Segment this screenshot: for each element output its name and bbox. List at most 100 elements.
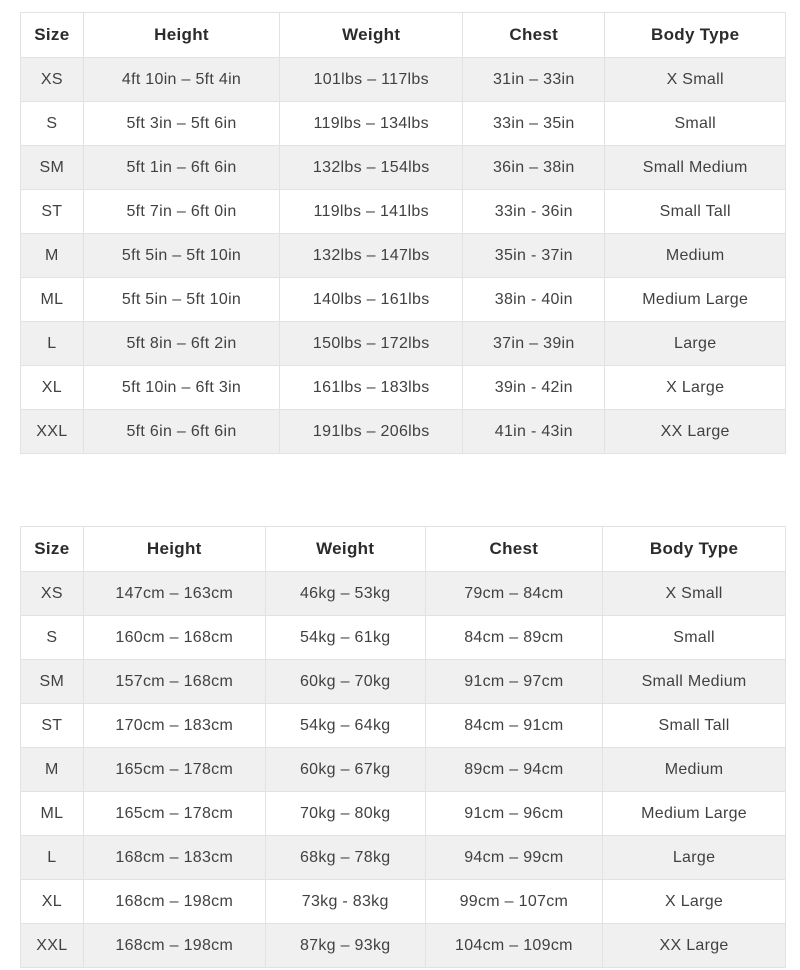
size-cell: ST xyxy=(20,703,84,748)
size-cell: M xyxy=(20,233,84,278)
size-cell: ML xyxy=(20,791,84,836)
table-row: XL 168cm – 198cm 73kg - 83kg 99cm – 107cm X … xyxy=(20,879,786,924)
body-type-cell: Large xyxy=(604,321,786,366)
column-header-size: Size xyxy=(20,526,84,572)
table-row: XS 147cm – 163cm 46kg – 53kg 79cm – 84cm X S… xyxy=(20,571,786,616)
height-cell: 5ft 8in – 6ft 2in xyxy=(82,321,281,366)
body-type-cell: Large xyxy=(602,835,786,880)
height-cell: 5ft 7in – 6ft 0in xyxy=(82,189,281,234)
size-cell: ST xyxy=(20,189,84,234)
chest-cell: 91cm – 96cm xyxy=(424,791,604,836)
chest-cell: 84cm – 89cm xyxy=(424,615,604,660)
weight-cell: 87kg – 93kg xyxy=(264,923,426,968)
chest-cell: 99cm – 107cm xyxy=(424,879,604,924)
weight-cell: 140lbs – 161lbs xyxy=(279,277,464,322)
weight-cell: 54kg – 64kg xyxy=(264,703,426,748)
table-row: XL 5ft 10in – 6ft 3in 161lbs – 183lbs 39in … xyxy=(20,365,786,410)
height-cell: 168cm – 183cm xyxy=(82,835,266,880)
height-cell: 168cm – 198cm xyxy=(82,879,266,924)
imperial-size-table: Size Height Weight Chest Body Type XS 4ft 10in… xyxy=(20,12,786,454)
body-type-cell: Medium xyxy=(604,233,786,278)
weight-cell: 132lbs – 154lbs xyxy=(279,145,464,190)
chest-cell: 39in - 42in xyxy=(462,365,606,410)
weight-cell: 119lbs – 141lbs xyxy=(279,189,464,234)
table-row: SM 157cm – 168cm 60kg – 70kg 91cm – 97cm Sma… xyxy=(20,659,786,704)
table-row: XS 4ft 10in – 5ft 4in 101lbs – 117lbs 31in … xyxy=(20,57,786,102)
body-type-cell: Small Medium xyxy=(602,659,786,704)
weight-cell: 191lbs – 206lbs xyxy=(279,409,464,454)
header-row: Size Height Weight Chest Body Type xyxy=(20,526,786,572)
height-cell: 5ft 10in – 6ft 3in xyxy=(82,365,281,410)
table-row: ML 165cm – 178cm 70kg – 80kg 91cm – 96cm Med… xyxy=(20,791,786,836)
weight-cell: 132lbs – 147lbs xyxy=(279,233,464,278)
table-row: ST 170cm – 183cm 54kg – 64kg 84cm – 91cm Sma… xyxy=(20,703,786,748)
weight-cell: 150lbs – 172lbs xyxy=(279,321,464,366)
column-header-weight: Weight xyxy=(264,526,426,572)
weight-cell: 68kg – 78kg xyxy=(264,835,426,880)
chest-cell: 36in – 38in xyxy=(462,145,606,190)
chest-cell: 94cm – 99cm xyxy=(424,835,604,880)
body-type-cell: Small Tall xyxy=(604,189,786,234)
size-cell: XS xyxy=(20,57,84,102)
height-cell: 165cm – 178cm xyxy=(82,791,266,836)
column-header-height: Height xyxy=(82,12,281,58)
body-type-cell: Small Tall xyxy=(602,703,786,748)
table-row: M 165cm – 178cm 60kg – 67kg 89cm – 94cm Medi… xyxy=(20,747,786,792)
weight-cell: 60kg – 70kg xyxy=(264,659,426,704)
header-row: Size Height Weight Chest Body Type xyxy=(20,12,786,58)
size-cell: XL xyxy=(20,879,84,924)
table-row: L 168cm – 183cm 68kg – 78kg 94cm – 99cm Larg… xyxy=(20,835,786,880)
chest-cell: 84cm – 91cm xyxy=(424,703,604,748)
height-cell: 5ft 6in – 6ft 6in xyxy=(82,409,281,454)
size-cell: SM xyxy=(20,659,84,704)
height-cell: 4ft 10in – 5ft 4in xyxy=(82,57,281,102)
size-cell: ML xyxy=(20,277,84,322)
weight-cell: 161lbs – 183lbs xyxy=(279,365,464,410)
table-row: XXL 168cm – 198cm 87kg – 93kg 104cm – 109cm… xyxy=(20,923,786,968)
chest-cell: 79cm – 84cm xyxy=(424,571,604,616)
height-cell: 147cm – 163cm xyxy=(82,571,266,616)
column-header-body-type: Body Type xyxy=(604,12,786,58)
column-header-chest: Chest xyxy=(424,526,604,572)
table-row: SM 5ft 1in – 6ft 6in 132lbs – 154lbs 36in –… xyxy=(20,145,786,190)
chest-cell: 33in – 35in xyxy=(462,101,606,146)
body-type-cell: XX Large xyxy=(604,409,786,454)
size-cell: L xyxy=(20,835,84,880)
height-cell: 168cm – 198cm xyxy=(82,923,266,968)
chest-cell: 41in - 43in xyxy=(462,409,606,454)
body-type-cell: Small xyxy=(602,615,786,660)
body-type-cell: X Large xyxy=(602,879,786,924)
size-cell: XL xyxy=(20,365,84,410)
height-cell: 170cm – 183cm xyxy=(82,703,266,748)
chest-cell: 33in - 36in xyxy=(462,189,606,234)
weight-cell: 46kg – 53kg xyxy=(264,571,426,616)
size-cell: XXL xyxy=(20,923,84,968)
size-cell: XS xyxy=(20,571,84,616)
height-cell: 5ft 3in – 5ft 6in xyxy=(82,101,281,146)
height-cell: 5ft 5in – 5ft 10in xyxy=(82,277,281,322)
metric-size-table: Size Height Weight Chest Body Type XS 147cm – … xyxy=(20,526,786,968)
body-type-cell: Small Medium xyxy=(604,145,786,190)
body-type-cell: X Large xyxy=(604,365,786,410)
body-type-cell: Small xyxy=(604,101,786,146)
chest-cell: 31in – 33in xyxy=(462,57,606,102)
body-type-cell: XX Large xyxy=(602,923,786,968)
height-cell: 5ft 5in – 5ft 10in xyxy=(82,233,281,278)
size-cell: S xyxy=(20,615,84,660)
weight-cell: 101lbs – 117lbs xyxy=(279,57,464,102)
table-row: XXL 5ft 6in – 6ft 6in 191lbs – 206lbs 41in … xyxy=(20,409,786,454)
weight-cell: 54kg – 61kg xyxy=(264,615,426,660)
table-row: L 5ft 8in – 6ft 2in 150lbs – 172lbs 37in – … xyxy=(20,321,786,366)
body-type-cell: Medium Large xyxy=(604,277,786,322)
size-cell: S xyxy=(20,101,84,146)
height-cell: 165cm – 178cm xyxy=(82,747,266,792)
weight-cell: 70kg – 80kg xyxy=(264,791,426,836)
table-row: M 5ft 5in – 5ft 10in 132lbs – 147lbs 35in -… xyxy=(20,233,786,278)
size-cell: XXL xyxy=(20,409,84,454)
weight-cell: 73kg - 83kg xyxy=(264,879,426,924)
body-type-cell: Medium Large xyxy=(602,791,786,836)
chest-cell: 37in – 39in xyxy=(462,321,606,366)
table-row: ML 5ft 5in – 5ft 10in 140lbs – 161lbs 38in … xyxy=(20,277,786,322)
body-type-cell: X Small xyxy=(604,57,786,102)
